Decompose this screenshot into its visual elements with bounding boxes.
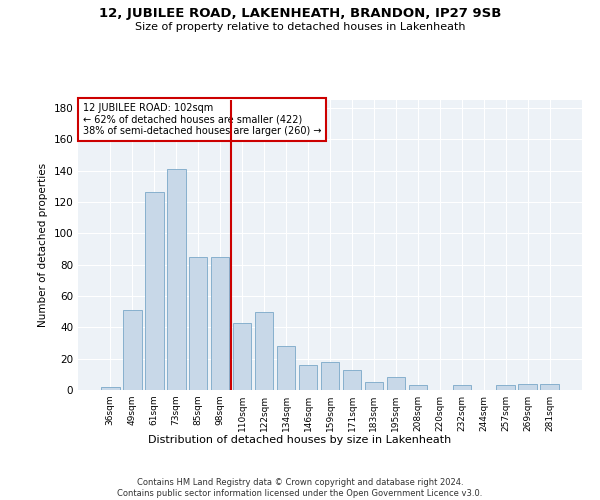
Bar	[541, 384, 559, 390]
Bar	[496, 386, 515, 390]
Bar	[365, 382, 383, 390]
Bar	[386, 378, 405, 390]
Bar	[409, 386, 427, 390]
Bar	[299, 365, 317, 390]
Text: Size of property relative to detached houses in Lakenheath: Size of property relative to detached ho…	[135, 22, 465, 32]
Bar	[320, 362, 340, 390]
Bar	[211, 257, 229, 390]
Bar	[233, 322, 251, 390]
Text: Contains HM Land Registry data © Crown copyright and database right 2024.
Contai: Contains HM Land Registry data © Crown c…	[118, 478, 482, 498]
Bar	[101, 387, 119, 390]
Y-axis label: Number of detached properties: Number of detached properties	[38, 163, 48, 327]
Bar	[343, 370, 361, 390]
Bar	[277, 346, 295, 390]
Bar	[255, 312, 274, 390]
Text: 12, JUBILEE ROAD, LAKENHEATH, BRANDON, IP27 9SB: 12, JUBILEE ROAD, LAKENHEATH, BRANDON, I…	[99, 8, 501, 20]
Bar	[518, 384, 537, 390]
Bar	[145, 192, 164, 390]
Text: Distribution of detached houses by size in Lakenheath: Distribution of detached houses by size …	[148, 435, 452, 445]
Bar	[189, 257, 208, 390]
Text: 12 JUBILEE ROAD: 102sqm
← 62% of detached houses are smaller (422)
38% of semi-d: 12 JUBILEE ROAD: 102sqm ← 62% of detache…	[83, 103, 322, 136]
Bar	[167, 169, 185, 390]
Bar	[123, 310, 142, 390]
Bar	[452, 386, 471, 390]
